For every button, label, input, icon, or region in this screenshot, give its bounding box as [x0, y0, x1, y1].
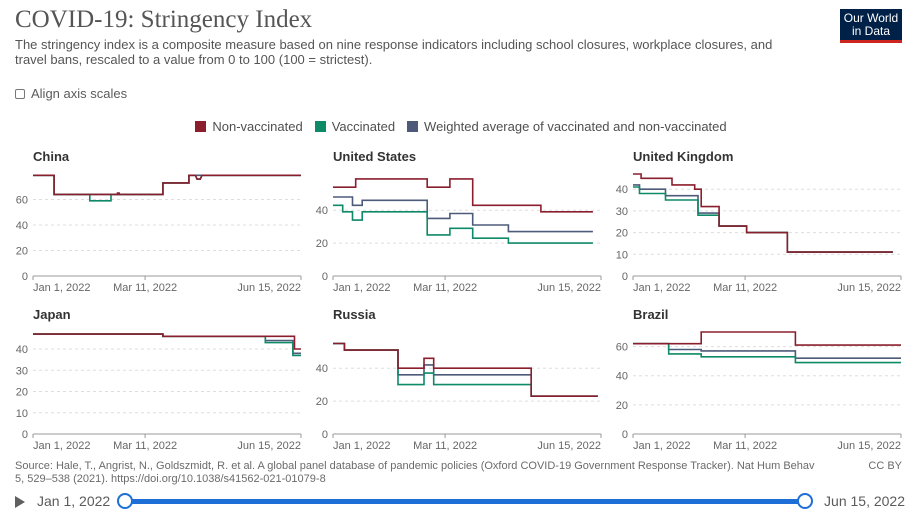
timeline-end-label: Jun 15, 2022 — [824, 493, 905, 509]
x-tick-label: Jan 1, 2022 — [633, 440, 691, 452]
x-tick-label: Mar 11, 2022 — [413, 282, 477, 294]
y-tick-label: 40 — [16, 344, 28, 356]
x-tick-label: Mar 11, 2022 — [413, 440, 477, 452]
y-tick-label: 40 — [16, 220, 28, 232]
y-tick-label: 20 — [16, 246, 28, 258]
legend-swatch-icon — [314, 121, 326, 132]
owid-logo[interactable]: Our World in Data — [840, 9, 902, 43]
y-tick-label: 20 — [16, 387, 28, 399]
series-line-vaccinated[interactable] — [333, 204, 593, 244]
panel-title: Japan — [33, 307, 71, 322]
x-tick-label: Jun 15, 2022 — [537, 282, 601, 294]
legend-swatch-icon — [407, 121, 419, 132]
series-line-vaccinated[interactable] — [33, 174, 301, 202]
y-tick-label: 40 — [316, 363, 328, 375]
logo-line-1: Our World — [843, 11, 899, 25]
play-icon[interactable] — [15, 496, 25, 508]
x-tick-label: Jan 1, 2022 — [333, 440, 391, 452]
timeline: Jan 1, 2022 Jun 15, 2022 — [15, 490, 905, 514]
y-tick-label: 0 — [622, 429, 628, 441]
y-tick-label: 0 — [322, 429, 328, 441]
panel-title: Russia — [333, 307, 376, 322]
y-tick-label: 0 — [322, 271, 328, 283]
series-line-non-vaccinated[interactable] — [333, 178, 593, 213]
panel-title: United Kingdom — [633, 149, 733, 164]
x-tick-label: Jun 15, 2022 — [237, 282, 301, 294]
legend: Non-vaccinated Vaccinated Weighted avera… — [0, 119, 922, 134]
x-tick-label: Mar 11, 2022 — [713, 282, 777, 294]
y-tick-label: 60 — [616, 342, 628, 354]
series-line-non-vaccinated[interactable] — [633, 173, 893, 253]
y-tick-label: 10 — [16, 408, 28, 420]
panel-title: United States — [333, 149, 416, 164]
align-axis-toggle[interactable]: Align axis scales — [15, 86, 127, 101]
legend-label: Non-vaccinated — [212, 119, 303, 134]
series-line-vaccinated[interactable] — [33, 333, 301, 357]
series-line-weighted[interactable] — [333, 342, 598, 398]
panel-united-kingdom: United Kingdom 0 10 20 30 40 Jan 1, 2022 Mar 11… — [616, 149, 902, 294]
legend-swatch-icon — [195, 121, 207, 132]
license-link[interactable]: CC BY — [868, 460, 902, 472]
y-tick-label: 30 — [616, 206, 628, 218]
legend-label: Weighted average of vaccinated and non-v… — [424, 119, 727, 134]
y-tick-label: 10 — [616, 249, 628, 261]
align-axis-label: Align axis scales — [31, 86, 128, 101]
panel-title: China — [33, 149, 70, 164]
panel-japan: Japan 0 10 20 30 40 Jan 1, 2022 Mar 11, 2022 Jun… — [16, 307, 302, 452]
y-tick-label: 20 — [316, 238, 328, 250]
panel-china: China 0 20 40 60 Jan 1, 2022 Mar 11, 2022 Jun 1… — [16, 149, 302, 294]
y-tick-label: 20 — [616, 228, 628, 240]
small-multiples-chart: China 0 20 40 60 Jan 1, 2022 Mar 11, 2022 Jun 1… — [16, 149, 902, 452]
legend-label: Vaccinated — [331, 119, 396, 134]
x-tick-label: Jun 15, 2022 — [537, 440, 601, 452]
series-line-non-vaccinated[interactable] — [33, 174, 301, 196]
x-tick-label: Jun 15, 2022 — [837, 282, 901, 294]
series-line-weighted[interactable] — [633, 184, 893, 253]
y-tick-label: 0 — [622, 271, 628, 283]
series-line-vaccinated[interactable] — [633, 342, 901, 364]
checkbox-icon[interactable] — [15, 88, 25, 99]
timeline-start-handle[interactable] — [117, 493, 133, 509]
legend-item-vaccinated[interactable]: Vaccinated — [314, 119, 396, 134]
timeline-range[interactable] — [125, 499, 805, 504]
source-note: Source: Hale, T., Angrist, N., Goldszmid… — [15, 460, 815, 485]
y-tick-label: 0 — [22, 271, 28, 283]
series-line-non-vaccinated[interactable] — [633, 331, 901, 346]
panel-russia: Russia 0 20 40 Jan 1, 2022 Mar 11, 2022 Jun 15… — [316, 307, 602, 452]
x-tick-label: Jan 1, 2022 — [633, 282, 691, 294]
x-tick-label: Jan 1, 2022 — [333, 282, 391, 294]
y-tick-label: 40 — [316, 205, 328, 217]
page-title: COVID-19: Stringency Index — [15, 6, 313, 33]
x-tick-label: Jan 1, 2022 — [33, 440, 91, 452]
panel-brazil: Brazil 0 20 40 60 Jan 1, 2022 Mar 11, 2022 Jun … — [616, 307, 902, 452]
x-tick-label: Mar 11, 2022 — [713, 440, 777, 452]
timeline-end-handle[interactable] — [797, 493, 813, 509]
y-tick-label: 0 — [22, 429, 28, 441]
x-tick-label: Jan 1, 2022 — [33, 282, 91, 294]
x-tick-label: Jun 15, 2022 — [237, 440, 301, 452]
panel-title: Brazil — [633, 307, 668, 322]
y-tick-label: 20 — [616, 400, 628, 412]
series-line-weighted[interactable] — [33, 174, 301, 196]
timeline-start-label: Jan 1, 2022 — [37, 493, 111, 509]
y-tick-label: 60 — [16, 195, 28, 207]
legend-item-non-vaccinated[interactable]: Non-vaccinated — [195, 119, 303, 134]
x-tick-label: Mar 11, 2022 — [113, 282, 177, 294]
x-tick-label: Mar 11, 2022 — [113, 440, 177, 452]
x-tick-label: Jun 15, 2022 — [837, 440, 901, 452]
y-tick-label: 30 — [16, 365, 28, 377]
series-line-weighted[interactable] — [333, 196, 593, 233]
y-tick-label: 40 — [616, 371, 628, 383]
logo-line-2: in Data — [851, 24, 891, 38]
legend-item-weighted-average[interactable]: Weighted average of vaccinated and non-v… — [407, 119, 727, 134]
y-tick-label: 40 — [616, 184, 628, 196]
series-line-non-vaccinated[interactable] — [33, 333, 301, 350]
series-line-vaccinated[interactable] — [333, 342, 598, 398]
series-line-non-vaccinated[interactable] — [333, 342, 598, 398]
y-tick-label: 20 — [316, 396, 328, 408]
page-subtitle: The stringency index is a composite meas… — [15, 37, 773, 67]
panel-united-states: United States 0 20 40 Jan 1, 2022 Mar 11, 202… — [316, 149, 602, 294]
series-line-vaccinated[interactable] — [633, 186, 893, 253]
